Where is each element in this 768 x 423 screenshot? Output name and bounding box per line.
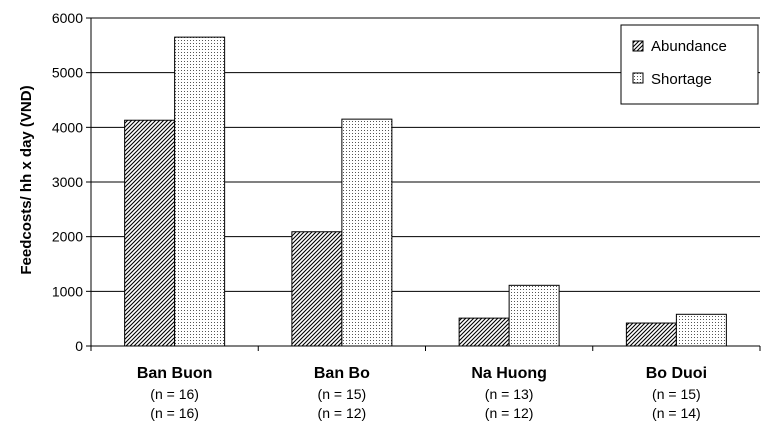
bar-shortage-ban-bo	[341, 118, 393, 347]
y-axis-title: Feedcosts/ hh x day (VND)	[18, 85, 35, 274]
legend: Abundance Shortage	[620, 24, 759, 105]
y-tick-label: 1000	[52, 283, 83, 299]
y-tick-label: 6000	[52, 10, 83, 26]
axes	[86, 17, 761, 351]
bar-abundance-na-huong	[458, 317, 510, 347]
bar-abundance-bo-duoi	[625, 322, 677, 347]
sample-size-shortage: (n = 16)	[150, 405, 199, 421]
sample-size-shortage: (n = 12)	[318, 405, 367, 421]
bar-shortage-bo-duoi	[675, 313, 727, 347]
category-label: Na Huong	[471, 365, 547, 382]
y-tick-label: 3000	[52, 174, 83, 190]
bar-abundance-ban-bo	[291, 231, 343, 347]
y-tick-label: 2000	[52, 229, 83, 245]
category-label: Ban Bo	[314, 365, 370, 382]
sample-size-shortage: (n = 12)	[485, 405, 534, 421]
category-label: Ban Buon	[137, 365, 213, 382]
y-tick-label: 4000	[52, 119, 83, 135]
bars	[124, 36, 727, 347]
sample-size-abundance: (n = 15)	[652, 386, 701, 402]
legend-label-abundance: Abundance	[651, 38, 727, 55]
bar-abundance-ban-buon	[124, 119, 176, 347]
sample-size-abundance: (n = 15)	[318, 386, 367, 402]
y-tick-label: 5000	[52, 65, 83, 81]
category-labels: Ban Buon (n = 16) (n = 16) Ban Bo (n = 15) (n…	[137, 365, 707, 421]
sample-size-abundance: (n = 16)	[150, 386, 199, 402]
sample-size-shortage: (n = 14)	[652, 405, 701, 421]
legend-swatch-abundance	[632, 40, 644, 52]
bar-shortage-na-huong	[508, 284, 560, 347]
category-label: Bo Duoi	[646, 365, 707, 382]
bar-shortage-ban-buon	[174, 36, 226, 347]
sample-size-abundance: (n = 13)	[485, 386, 534, 402]
legend-box	[620, 24, 759, 105]
legend-label-shortage: Shortage	[651, 71, 712, 88]
y-tick-labels: 0 1000 2000 3000 4000 5000 6000	[52, 10, 83, 354]
legend-swatch-shortage	[632, 72, 644, 84]
y-tick-label: 0	[75, 338, 83, 354]
